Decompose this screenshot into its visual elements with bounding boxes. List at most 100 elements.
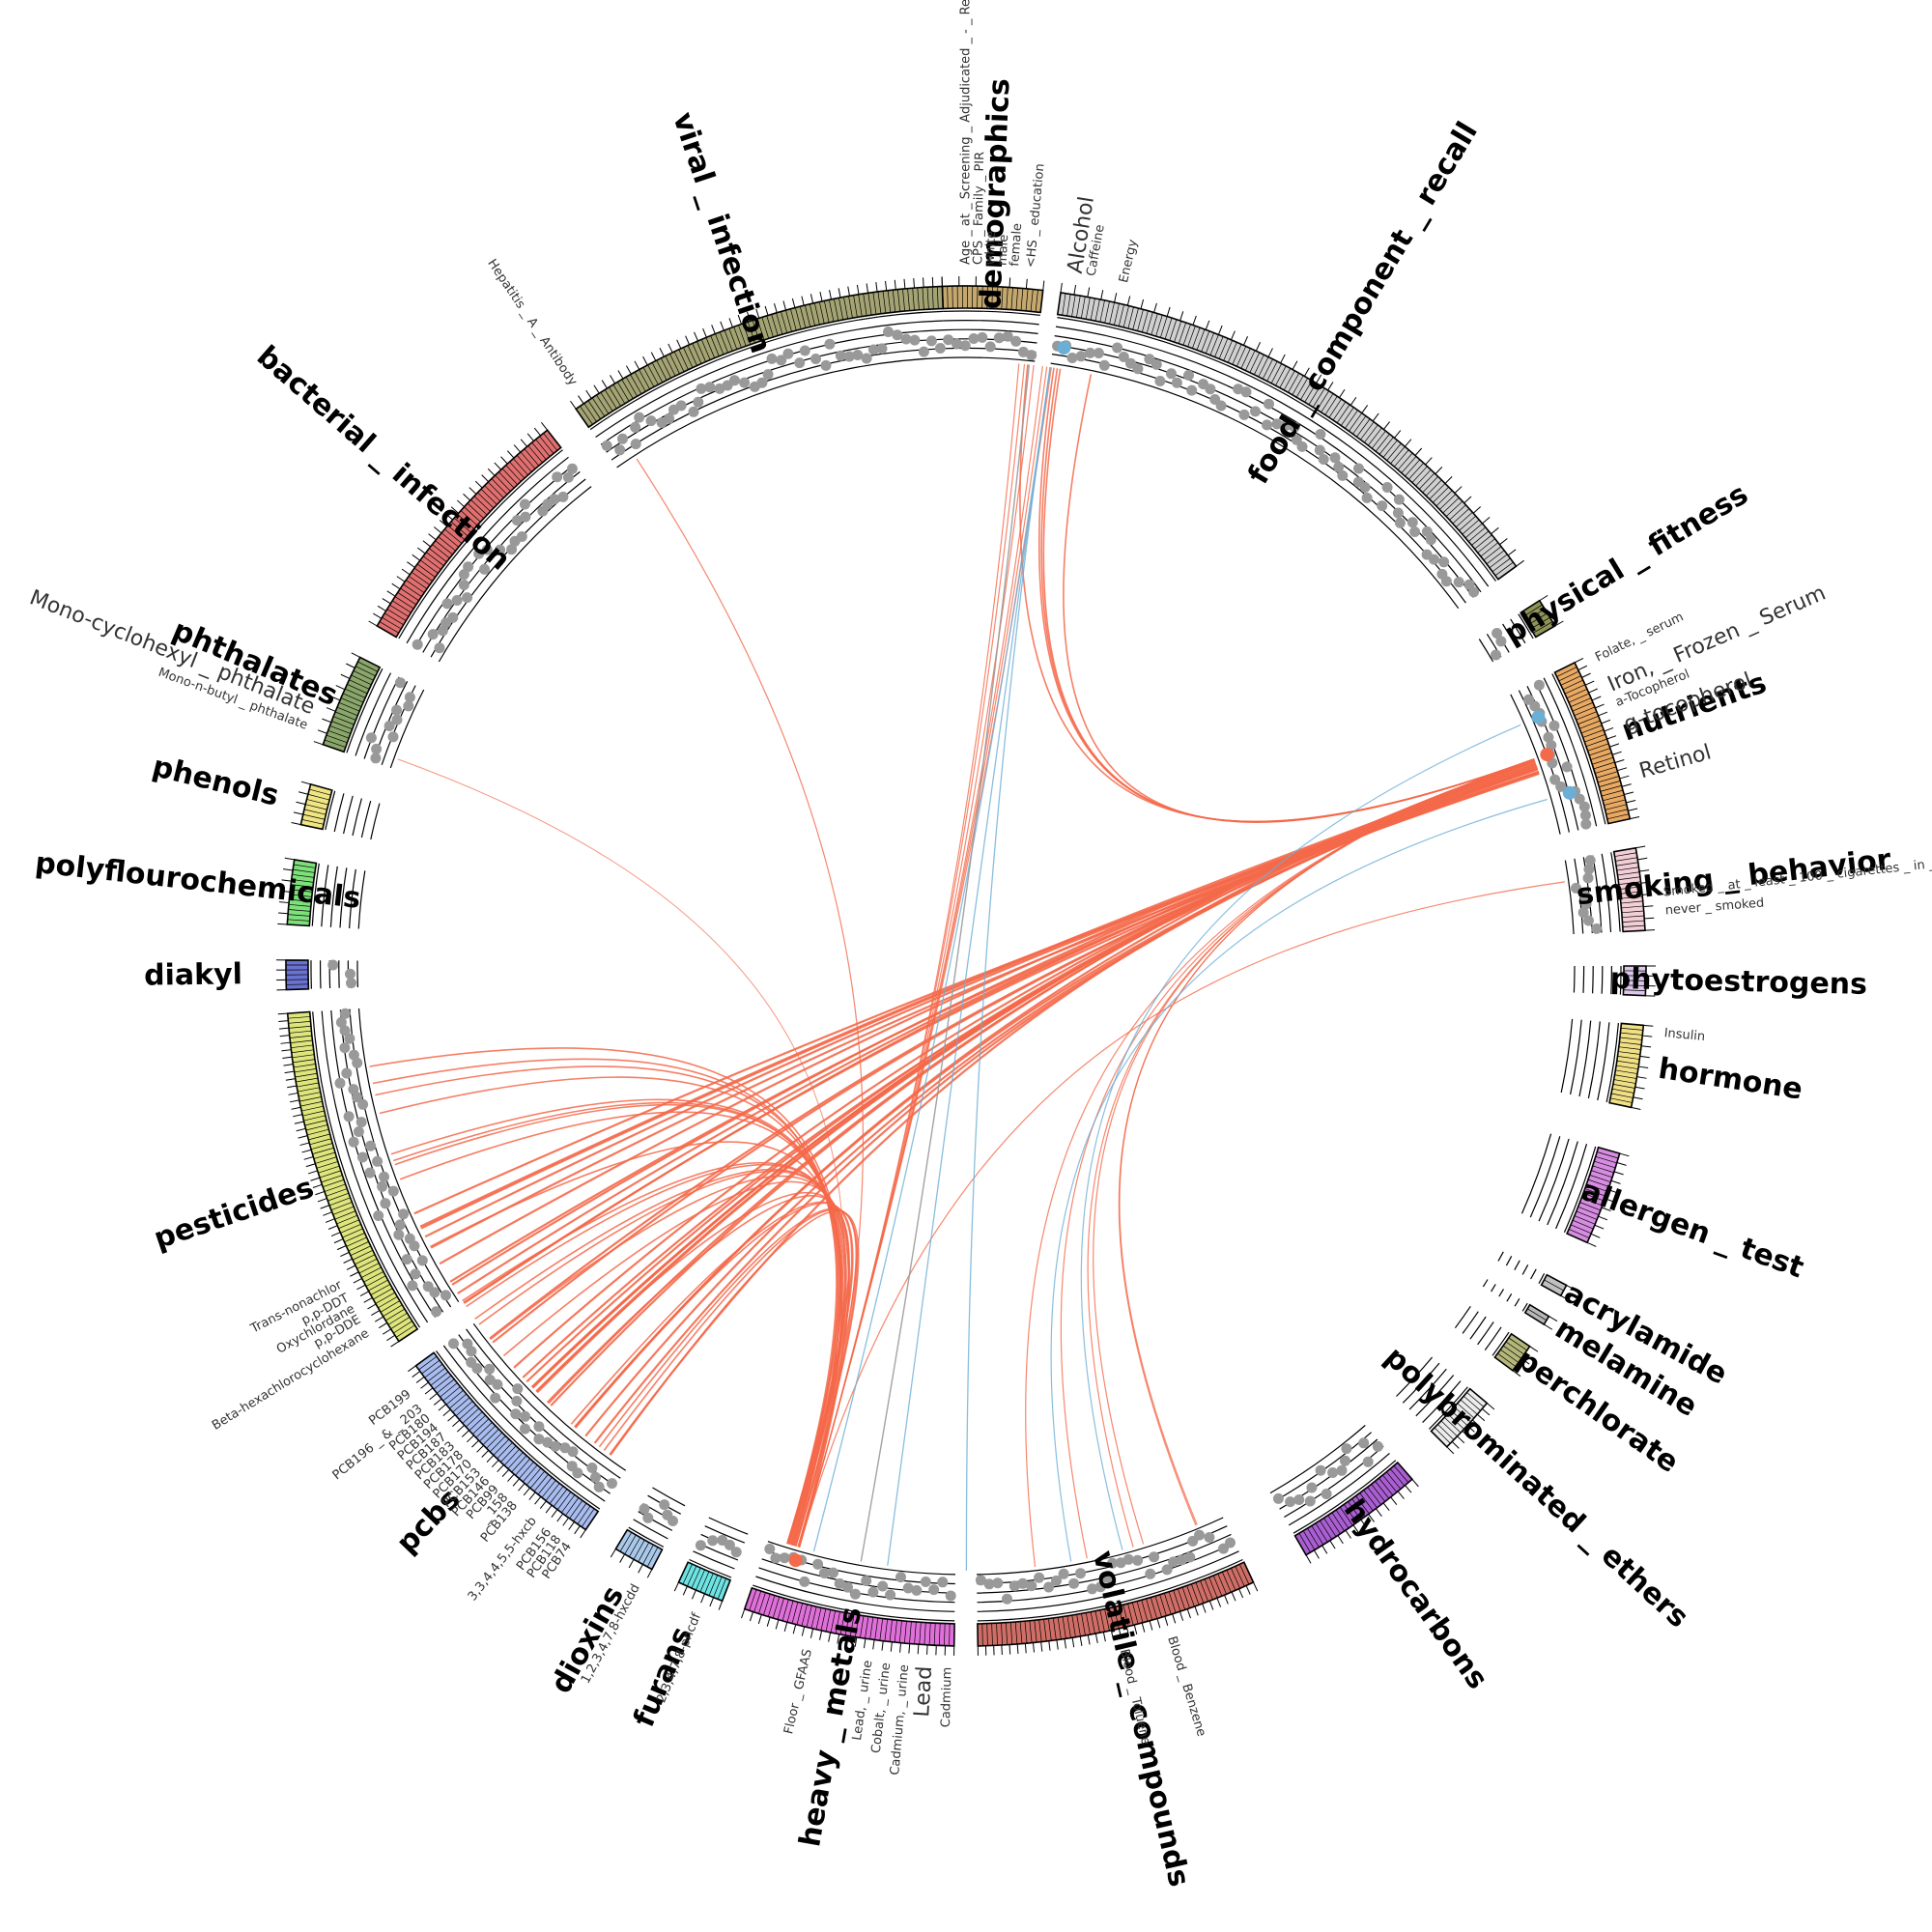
bar-stripe	[469, 1414, 486, 1432]
association-dot	[370, 753, 382, 764]
axis-tick	[323, 1211, 332, 1216]
association-dot	[447, 611, 459, 623]
ring-arc-phenols	[370, 803, 381, 840]
ring-arc-metals	[767, 1541, 956, 1576]
bar-stripe	[309, 1138, 331, 1146]
correlation-link	[574, 767, 1538, 1429]
axis-tick	[1208, 1601, 1214, 1610]
bar-stripe	[580, 406, 593, 425]
axis-tick	[373, 612, 383, 619]
bar-stripe	[844, 1613, 850, 1635]
category-label-hormone: hormone	[1656, 1052, 1804, 1107]
association-dot	[664, 412, 675, 424]
bar-stripe	[1186, 1585, 1195, 1607]
axis-tick	[1009, 277, 1011, 288]
axis-tick	[291, 1106, 301, 1110]
association-dot	[952, 338, 962, 350]
bar-stripe	[293, 868, 315, 873]
axis-tick	[810, 1628, 814, 1638]
bar-stripe	[1302, 1530, 1316, 1550]
association-dot	[1271, 418, 1283, 430]
ring-arc-phyto	[1601, 965, 1604, 994]
ring-arc-food	[1054, 335, 1482, 593]
bar-stripe	[1502, 1345, 1522, 1359]
association-dot	[1068, 1577, 1080, 1589]
axis-tick	[463, 493, 471, 501]
association-dot	[391, 704, 403, 716]
association-dot	[959, 340, 971, 352]
association-dot	[379, 1171, 389, 1182]
bar-stripe	[717, 1577, 726, 1600]
association-dot	[466, 1356, 477, 1368]
axis-tick	[1087, 287, 1091, 298]
bar-stripe	[1352, 415, 1367, 435]
association-dot	[1453, 577, 1464, 588]
axis-tick	[570, 400, 577, 410]
axis-tick	[1071, 1637, 1075, 1648]
bar-stripe	[1463, 1396, 1481, 1411]
association-dot	[630, 439, 641, 450]
bar-stripe	[1164, 317, 1173, 340]
ring-arc-pesticides	[357, 1008, 460, 1303]
axis-tick	[1619, 1152, 1630, 1157]
axis-tick	[424, 1387, 434, 1395]
axis-tick	[1194, 1605, 1199, 1616]
bar-stripe	[464, 506, 481, 523]
bar-stripe	[1449, 504, 1466, 521]
bar-stripe	[422, 555, 441, 570]
axis-tick	[539, 1500, 547, 1510]
association-dot	[357, 1098, 369, 1110]
ring-arc-pbde	[1402, 1362, 1440, 1404]
association-dot	[828, 1567, 838, 1578]
hub-dot	[1562, 785, 1577, 800]
association-dot	[1574, 793, 1585, 805]
axis-tick	[288, 1092, 298, 1095]
bar-stripe	[533, 1473, 549, 1492]
bar-stripe	[545, 1483, 560, 1501]
bar-stripe	[767, 1595, 776, 1617]
association-dot	[1238, 409, 1250, 420]
bar-stripe	[931, 286, 934, 309]
axis-tick	[1202, 1603, 1207, 1613]
axis-tick	[1110, 1630, 1114, 1640]
axis-tick	[1639, 869, 1650, 872]
bar-stripe	[713, 1577, 723, 1598]
correlation-links	[369, 363, 1565, 1572]
association-dot	[403, 700, 414, 712]
axis-tick	[1231, 1591, 1236, 1602]
bar-stripe	[949, 1623, 951, 1646]
bar-stripe	[1336, 404, 1350, 423]
association-dot	[1017, 1577, 1029, 1589]
ring-arc-food	[1050, 362, 1460, 610]
axis-tick	[1544, 1323, 1553, 1330]
bar-stripe	[326, 1188, 348, 1197]
correlation-link	[593, 767, 1538, 1444]
bar-stripe	[1378, 437, 1394, 455]
association-dot	[943, 334, 954, 346]
bar-stripe	[1621, 910, 1644, 914]
association-dot	[387, 1185, 399, 1197]
ring-arc-phyto	[1573, 965, 1576, 993]
ring-arc-demographics	[943, 310, 1040, 316]
axis-tick	[1566, 1285, 1576, 1291]
association-dot	[1250, 406, 1261, 417]
bar-stripe	[1382, 1474, 1398, 1492]
bar-stripe	[1586, 1183, 1608, 1192]
bar-stripe	[292, 1054, 315, 1059]
bar-stripe	[1006, 1622, 1009, 1645]
category-label-bacterial: bacterial _ infection	[250, 339, 517, 577]
association-dot	[520, 511, 531, 523]
association-dot	[566, 1461, 578, 1472]
axis-tick	[296, 801, 306, 806]
bar-stripe	[830, 1610, 836, 1634]
bar-viral	[575, 285, 945, 429]
association-dot	[852, 350, 864, 360]
ring-arc-pesticides	[312, 1011, 421, 1328]
association-dot	[1093, 348, 1104, 358]
bar-stripe	[1154, 1596, 1162, 1618]
bar-stripe	[1174, 321, 1182, 343]
bar-stripe	[1335, 1509, 1350, 1529]
category-label-pesticides: pesticides	[150, 1171, 318, 1257]
bar-stripe	[1236, 346, 1247, 367]
bar-stripe	[289, 894, 312, 897]
